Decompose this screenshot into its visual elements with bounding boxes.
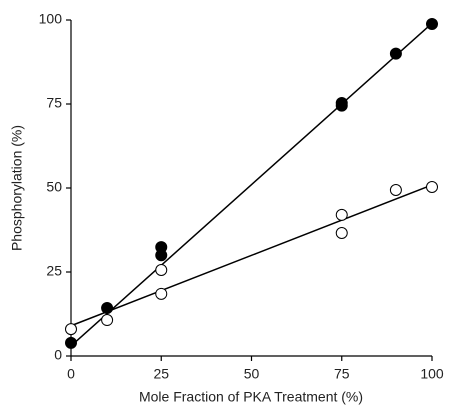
point bbox=[101, 301, 114, 314]
point bbox=[335, 99, 348, 112]
point bbox=[101, 314, 114, 327]
y-tick-label: 25 bbox=[46, 263, 62, 279]
point bbox=[155, 249, 168, 262]
fit-line bbox=[70, 22, 433, 347]
x-axis-label: Mole Fraction of PKA Treatment (%) bbox=[139, 389, 363, 405]
point bbox=[155, 263, 168, 276]
point bbox=[155, 287, 168, 300]
point bbox=[335, 227, 348, 240]
point bbox=[65, 323, 77, 336]
fit-line bbox=[70, 184, 433, 327]
point bbox=[65, 336, 77, 349]
point bbox=[389, 47, 402, 60]
x-tick-label: 0 bbox=[67, 366, 75, 382]
point bbox=[389, 184, 402, 197]
y-tick-label: 0 bbox=[54, 347, 62, 363]
x-tick-label: 25 bbox=[153, 366, 169, 382]
point bbox=[335, 208, 348, 221]
x-tick-label: 100 bbox=[420, 366, 444, 382]
x-tick-label: 75 bbox=[334, 366, 350, 382]
y-tick-label: 75 bbox=[46, 95, 62, 111]
point bbox=[426, 180, 438, 193]
point bbox=[426, 18, 438, 31]
y-axis-label: Phosphorylation (%) bbox=[9, 125, 25, 251]
x-tick-label: 50 bbox=[244, 366, 260, 382]
y-tick-label: 50 bbox=[46, 179, 62, 195]
y-tick-label: 100 bbox=[39, 11, 63, 27]
